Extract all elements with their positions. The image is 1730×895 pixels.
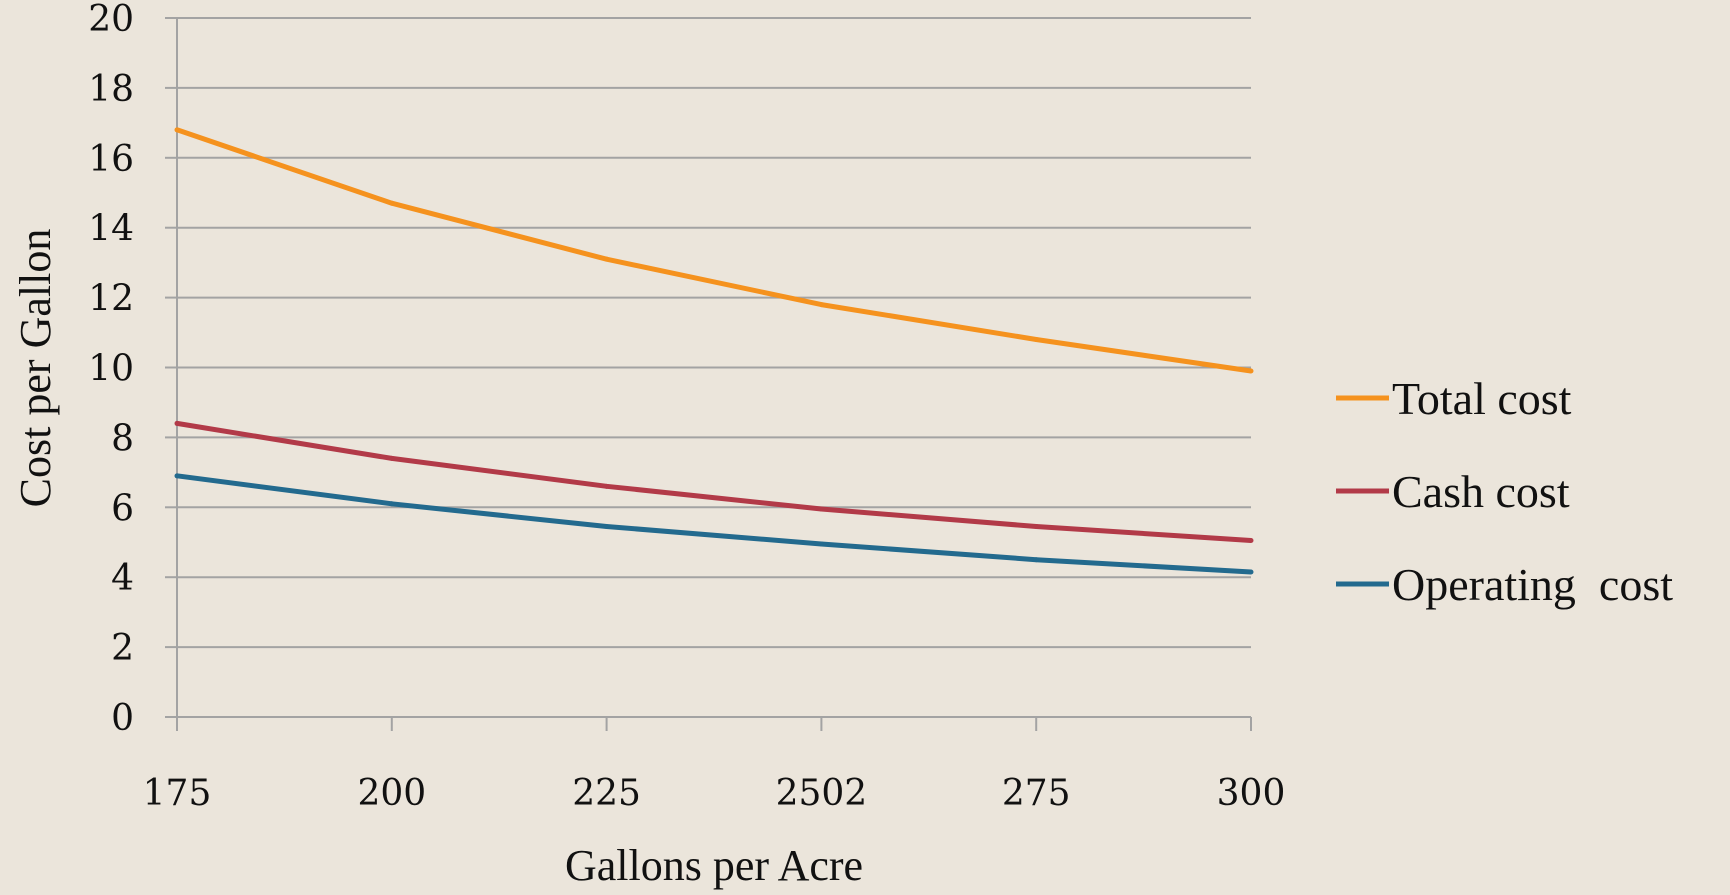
- series-line-cash-cost: [176, 420, 1252, 543]
- legend-label: Cash cost: [1392, 466, 1570, 517]
- y-tick-label: 2: [111, 628, 134, 669]
- data-point: [389, 501, 395, 507]
- x-axis-title: Gallons per Acre: [565, 841, 863, 890]
- data-point: [818, 302, 824, 308]
- gridlines: [177, 17, 1251, 649]
- series-line-operating-cost: [176, 473, 1252, 575]
- series-lines: [174, 127, 1254, 575]
- data-point: [818, 506, 824, 512]
- y-tick-label: 6: [111, 488, 134, 529]
- data-point: [604, 483, 610, 489]
- data-point: [389, 455, 395, 461]
- series-line-total-cost: [176, 127, 1252, 374]
- x-tick-label: 175: [143, 773, 212, 814]
- data-point: [1033, 337, 1039, 343]
- y-tick-label: 14: [88, 209, 134, 250]
- data-point: [604, 256, 610, 262]
- y-tick-labels: 0 2 4 6 8 10 12 14 16 18 20: [88, 0, 134, 739]
- x-tick-labels: 175 200 225 2502 275 300: [143, 773, 1286, 814]
- axes: [165, 17, 1252, 731]
- x-tick-label: 300: [1217, 773, 1286, 814]
- data-point: [1033, 524, 1039, 530]
- y-tick-label: 18: [88, 69, 134, 110]
- y-tick-label: 12: [88, 279, 134, 320]
- y-tick-label: 20: [88, 0, 134, 40]
- x-tick-label: 2502: [776, 773, 868, 814]
- data-point: [604, 524, 610, 530]
- x-tick-label: 275: [1002, 773, 1071, 814]
- data-point: [174, 127, 180, 133]
- y-axis-title: Cost per Gallon: [11, 229, 60, 508]
- legend: Total cost Cash cost Operating cost: [1336, 373, 1673, 610]
- data-point: [174, 473, 180, 479]
- data-point: [1248, 538, 1254, 544]
- data-point: [389, 200, 395, 206]
- data-point: [174, 420, 180, 426]
- legend-label: Total cost: [1392, 373, 1572, 424]
- data-point: [1248, 368, 1254, 374]
- y-tick-label: 8: [111, 418, 134, 459]
- x-tick-label: 225: [572, 773, 641, 814]
- x-tick-label: 200: [357, 773, 426, 814]
- data-point: [1033, 557, 1039, 563]
- y-tick-label: 16: [88, 139, 134, 180]
- y-tick-label: 0: [111, 698, 134, 739]
- y-tick-label: 10: [88, 349, 134, 390]
- legend-label: Operating cost: [1392, 559, 1673, 610]
- y-tick-label: 4: [111, 558, 134, 599]
- data-point: [818, 541, 824, 547]
- data-point: [1248, 569, 1254, 575]
